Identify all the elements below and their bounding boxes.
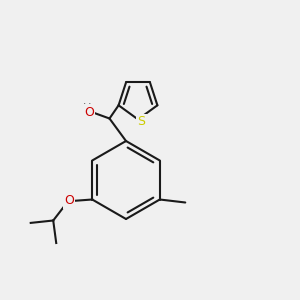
Text: S: S bbox=[138, 115, 146, 128]
Text: O: O bbox=[64, 194, 74, 208]
Text: H: H bbox=[82, 103, 91, 113]
Text: O: O bbox=[84, 106, 94, 119]
